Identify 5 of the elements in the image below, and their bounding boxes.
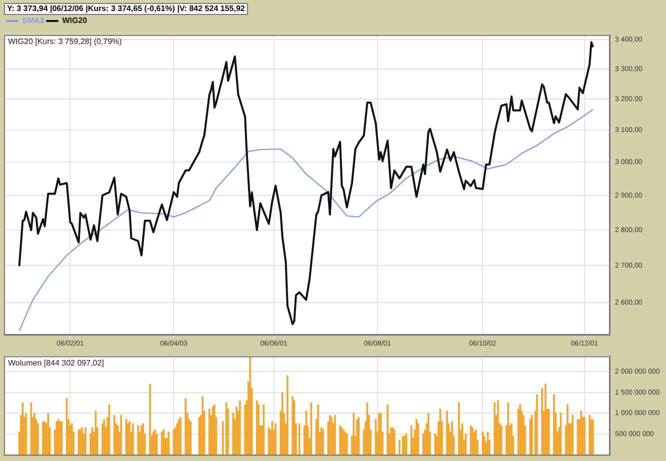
legend-label: WIG20 [62,16,88,26]
text: Y: 3 373,94 |06/12/06 |Kurs: 3 374,65 (-0,61%) |V: 842 524 155,92 [4,3,248,15]
chart-title: WIG20 [Kurs: 3 759,28] (0,79%) [8,37,122,46]
legend-label: SMA3 [22,16,45,26]
chart-title: Wolumen [844 302 097,02] [8,358,104,368]
